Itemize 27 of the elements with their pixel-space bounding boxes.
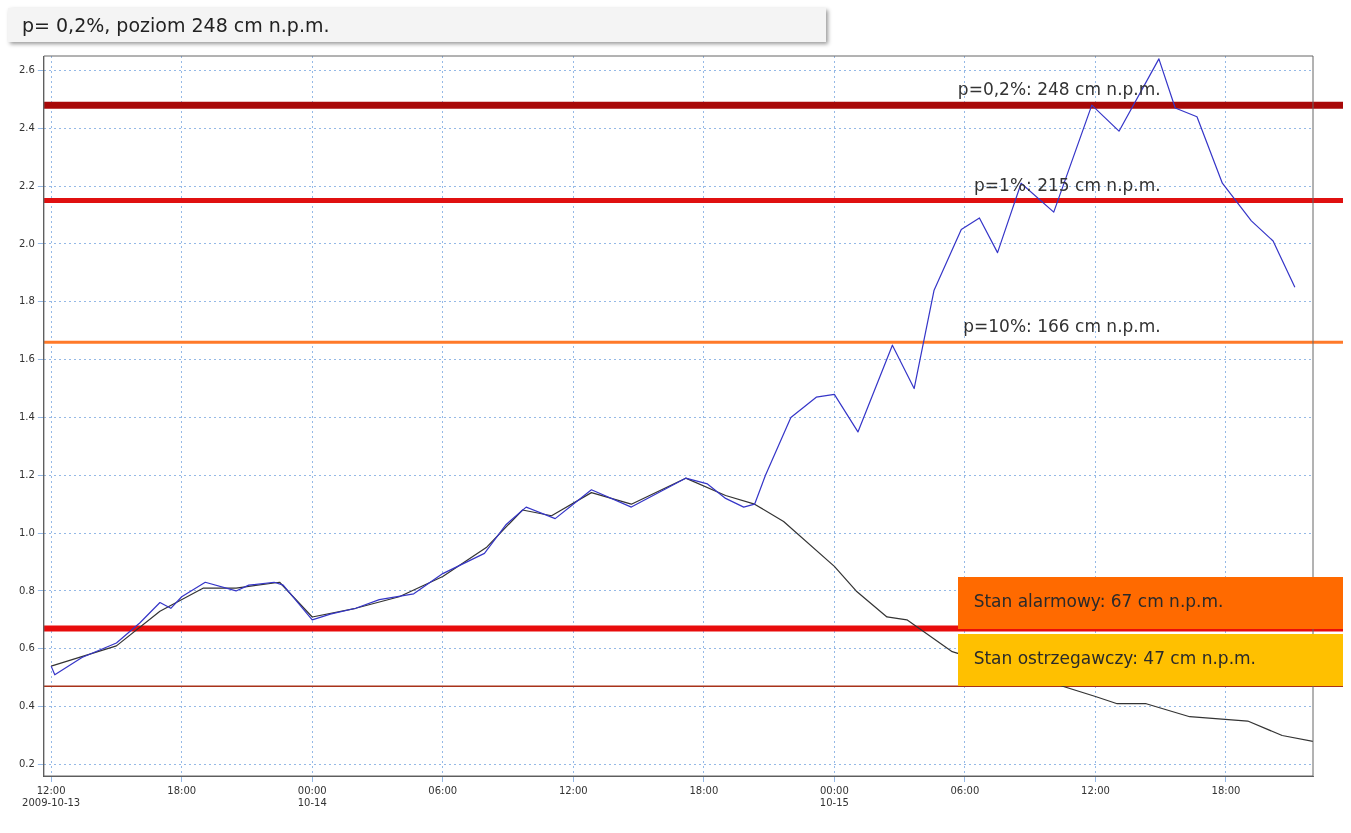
- x-tick-label: 18:00: [689, 784, 719, 796]
- y-tick-label: 1.8: [19, 295, 35, 307]
- x-tick-label: 06:00: [428, 784, 458, 796]
- y-tick-label: 2.2: [19, 179, 35, 191]
- x-tick-label: 12:00: [1081, 784, 1110, 796]
- y-tick-label: 1.2: [19, 468, 35, 480]
- y-tick-label: 0.4: [19, 700, 35, 712]
- ref-line-label: p=10%: 166 cm n.p.m.: [963, 316, 1161, 337]
- y-tick-label: 1.6: [19, 353, 35, 365]
- x-tick-label: 00:00 10-15: [819, 784, 849, 808]
- x-tick-label: 18:00: [167, 784, 197, 796]
- y-tick-label: 0.2: [19, 758, 35, 770]
- y-tick-label: 0.8: [19, 584, 35, 596]
- y-tick-label: 2.4: [19, 121, 35, 133]
- x-tick-label: 00:00 10-14: [297, 784, 327, 808]
- chart-title: p= 0,2%, poziom 248 cm n.p.m.: [8, 8, 826, 42]
- callout-box: Stan alarmowy: 67 cm n.p.m.: [957, 576, 1343, 629]
- y-tick-label: 0.6: [19, 642, 35, 654]
- x-tick-label: 12:00: [558, 784, 588, 796]
- x-tick-label: 12:00 2009-10-13: [22, 784, 81, 808]
- callout-box: Stan ostrzegawczy: 47 cm n.p.m.: [957, 634, 1343, 687]
- y-tick-label: 1.4: [19, 411, 35, 423]
- y-tick-label: 1.0: [19, 526, 35, 538]
- y-tick-label: 2.0: [19, 237, 35, 249]
- x-tick-label: 06:00: [950, 784, 980, 796]
- x-tick-label: 18:00: [1211, 784, 1241, 796]
- y-tick-label: 2.6: [19, 64, 35, 76]
